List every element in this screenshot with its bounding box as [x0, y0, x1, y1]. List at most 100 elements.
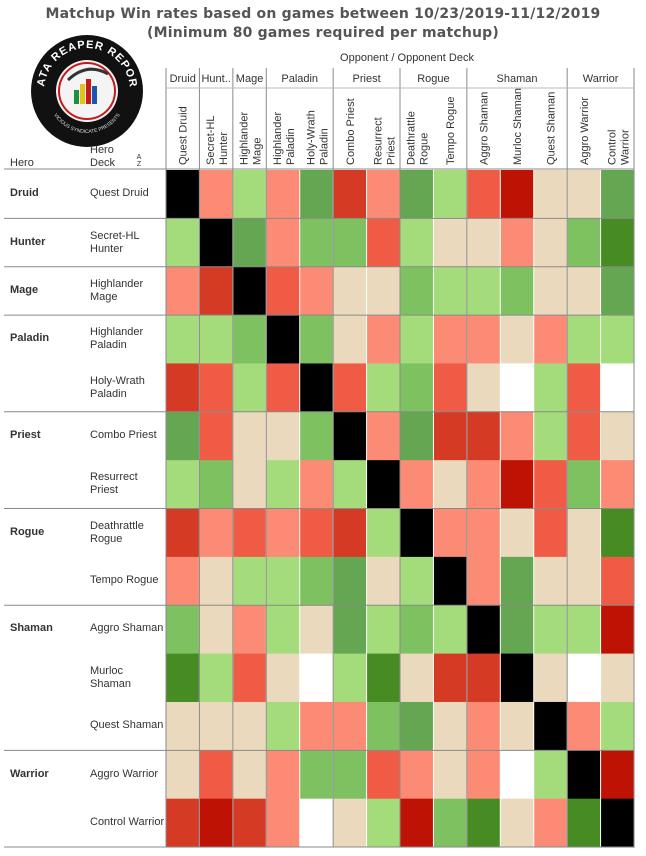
matchup-cell[interactable] — [299, 653, 334, 703]
matchup-cell[interactable] — [600, 508, 635, 558]
matchup-cell[interactable] — [266, 605, 301, 655]
matchup-cell[interactable] — [266, 266, 301, 316]
matchup-cell[interactable] — [400, 411, 434, 461]
matchup-cell[interactable] — [266, 750, 301, 800]
matchup-cell[interactable] — [333, 605, 368, 655]
matchup-cell[interactable] — [199, 798, 234, 848]
matchup-cell[interactable] — [500, 508, 535, 558]
matchup-cell[interactable] — [400, 653, 434, 703]
matchup-cell[interactable] — [466, 750, 501, 800]
matchup-cell[interactable] — [466, 605, 501, 655]
matchup-cell[interactable] — [466, 266, 501, 316]
matchup-cell[interactable] — [299, 170, 334, 219]
matchup-cell[interactable] — [600, 556, 635, 606]
matchup-cell[interactable] — [433, 315, 468, 364]
matchup-cell[interactable] — [266, 701, 301, 751]
matchup-cell[interactable] — [567, 411, 602, 461]
matchup-cell[interactable] — [600, 750, 635, 800]
matchup-cell[interactable] — [166, 653, 200, 703]
matchup-cell[interactable] — [500, 701, 535, 751]
matchup-cell[interactable] — [366, 266, 401, 316]
matchup-cell[interactable] — [366, 315, 401, 364]
matchup-cell[interactable] — [567, 363, 602, 413]
matchup-cell[interactable] — [500, 411, 535, 461]
matchup-cell[interactable] — [567, 170, 602, 219]
matchup-cell[interactable] — [232, 508, 267, 558]
matchup-cell[interactable] — [232, 411, 267, 461]
matchup-cell[interactable] — [567, 750, 602, 800]
matchup-cell[interactable] — [600, 701, 635, 751]
matchup-cell[interactable] — [366, 170, 401, 219]
matchup-cell[interactable] — [400, 508, 434, 558]
matchup-cell[interactable] — [433, 411, 468, 461]
matchup-cell[interactable] — [567, 266, 602, 316]
matchup-cell[interactable] — [333, 460, 368, 510]
matchup-cell[interactable] — [567, 605, 602, 655]
matchup-cell[interactable] — [333, 411, 368, 461]
matchup-cell[interactable] — [433, 363, 468, 413]
matchup-cell[interactable] — [299, 508, 334, 558]
matchup-cell[interactable] — [500, 315, 535, 364]
matchup-cell[interactable] — [333, 508, 368, 558]
matchup-cell[interactable] — [366, 460, 401, 510]
matchup-cell[interactable] — [266, 218, 301, 268]
matchup-cell[interactable] — [600, 218, 635, 268]
matchup-cell[interactable] — [366, 411, 401, 461]
matchup-cell[interactable] — [199, 315, 234, 364]
matchup-cell[interactable] — [500, 605, 535, 655]
matchup-cell[interactable] — [533, 218, 568, 268]
matchup-cell[interactable] — [199, 750, 234, 800]
matchup-cell[interactable] — [567, 315, 602, 364]
matchup-cell[interactable] — [199, 411, 234, 461]
matchup-cell[interactable] — [466, 798, 501, 848]
matchup-cell[interactable] — [533, 266, 568, 316]
matchup-cell[interactable] — [166, 170, 200, 219]
matchup-cell[interactable] — [466, 411, 501, 461]
matchup-cell[interactable] — [400, 750, 434, 800]
matchup-cell[interactable] — [500, 363, 535, 413]
matchup-cell[interactable] — [433, 508, 468, 558]
matchup-cell[interactable] — [199, 266, 234, 316]
matchup-cell[interactable] — [567, 798, 602, 848]
matchup-cell[interactable] — [500, 170, 535, 219]
matchup-cell[interactable] — [366, 798, 401, 848]
matchup-cell[interactable] — [400, 798, 434, 848]
matchup-cell[interactable] — [533, 170, 568, 219]
matchup-cell[interactable] — [232, 653, 267, 703]
matchup-cell[interactable] — [232, 363, 267, 413]
matchup-cell[interactable] — [266, 508, 301, 558]
matchup-cell[interactable] — [366, 363, 401, 413]
matchup-cell[interactable] — [266, 363, 301, 413]
matchup-cell[interactable] — [199, 460, 234, 510]
matchup-cell[interactable] — [600, 363, 635, 413]
matchup-cell[interactable] — [533, 315, 568, 364]
matchup-cell[interactable] — [199, 605, 234, 655]
matchup-cell[interactable] — [299, 798, 334, 848]
matchup-cell[interactable] — [500, 266, 535, 316]
matchup-cell[interactable] — [600, 798, 635, 848]
matchup-cell[interactable] — [466, 653, 501, 703]
matchup-cell[interactable] — [166, 701, 200, 751]
matchup-cell[interactable] — [600, 170, 635, 219]
matchup-cell[interactable] — [299, 750, 334, 800]
matchup-cell[interactable] — [533, 556, 568, 606]
matchup-cell[interactable] — [600, 315, 635, 364]
matchup-cell[interactable] — [500, 218, 535, 268]
matchup-cell[interactable] — [333, 653, 368, 703]
matchup-cell[interactable] — [366, 653, 401, 703]
matchup-cell[interactable] — [533, 363, 568, 413]
matchup-cell[interactable] — [333, 315, 368, 364]
matchup-cell[interactable] — [266, 556, 301, 606]
matchup-cell[interactable] — [166, 605, 200, 655]
matchup-cell[interactable] — [166, 798, 200, 848]
matchup-cell[interactable] — [266, 315, 301, 364]
matchup-cell[interactable] — [500, 653, 535, 703]
matchup-cell[interactable] — [567, 460, 602, 510]
matchup-cell[interactable] — [533, 460, 568, 510]
matchup-cell[interactable] — [366, 556, 401, 606]
matchup-cell[interactable] — [500, 798, 535, 848]
matchup-cell[interactable] — [433, 170, 468, 219]
matchup-cell[interactable] — [433, 460, 468, 510]
matchup-cell[interactable] — [433, 266, 468, 316]
matchup-cell[interactable] — [299, 266, 334, 316]
